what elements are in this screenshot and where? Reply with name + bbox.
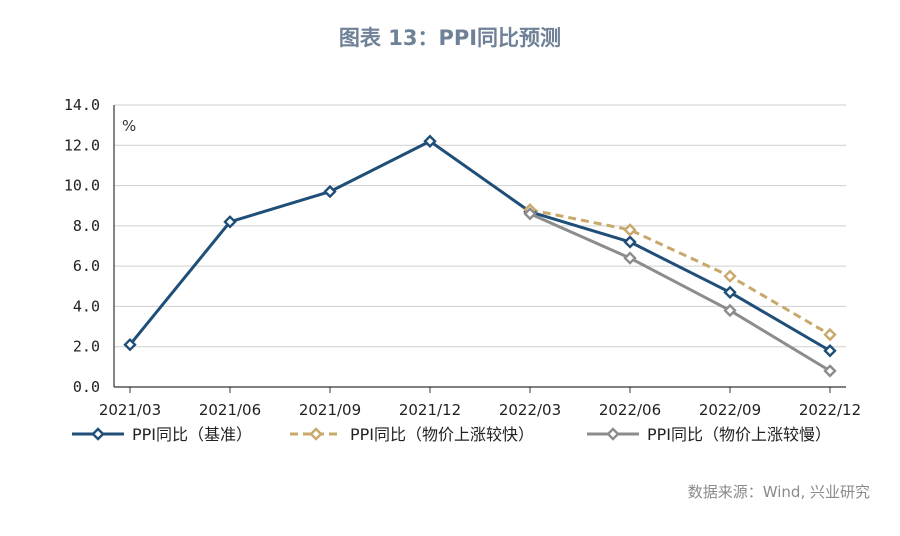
y-tick-label-0: 0.0 (73, 378, 100, 396)
y-tick-label-3: 6.0 (73, 257, 100, 275)
point-s2-3 (823, 364, 837, 378)
series-points (123, 134, 837, 378)
y-tick-label-2: 4.0 (73, 297, 100, 315)
point-s0-2 (323, 184, 337, 199)
x-tick-label-0: 2021/03 (99, 401, 161, 419)
legend-marker-0 (91, 427, 105, 441)
y-unit-label: % (122, 117, 136, 135)
legend-label-2: PPI同比（物价上涨较慢） (647, 425, 831, 444)
y-tick-labels: 0.0 2.0 4.0 6.0 8.0 10.0 12.0 14.0 (64, 96, 100, 396)
point-s0-5 (623, 235, 637, 249)
x-tick-label-5: 2022/06 (599, 401, 661, 419)
point-s2-1 (623, 251, 637, 265)
point-s2-2 (723, 303, 737, 318)
series-line-0 (128, 139, 831, 353)
legend-label-1: PPI同比（物价上涨较快） (350, 425, 534, 444)
point-s1-3 (823, 327, 837, 342)
x-tick-labels: 2021/03 2021/06 2021/09 2021/12 2022/03 2022/… (99, 401, 861, 419)
gridlines (114, 104, 846, 348)
point-s2-0 (523, 207, 537, 221)
x-tick-label-3: 2021/12 (399, 401, 461, 419)
point-s0-3 (423, 134, 437, 148)
y-tick-label-4: 8.0 (73, 217, 100, 235)
axes (113, 105, 846, 393)
chart-title: 图表 13：PPI同比预测 (338, 26, 562, 50)
point-s0-1 (223, 215, 237, 229)
point-s0-0 (123, 338, 137, 352)
series-line-2 (529, 212, 831, 373)
y-tick-label-5: 10.0 (64, 177, 100, 195)
legend-marker-1 (309, 427, 323, 441)
series-line-1 (529, 208, 831, 336)
series-lines (128, 139, 831, 373)
point-s1-1 (623, 223, 637, 237)
source-note: 数据来源：Wind, 兴业研究 (687, 483, 870, 501)
point-s0-6 (723, 285, 737, 300)
legend: PPI同比（基准） PPI同比（物价上涨较快） PPI同比（物价上涨较慢） (72, 425, 831, 444)
legend-label-0: PPI同比（基准） (132, 425, 252, 444)
point-s1-2 (723, 269, 737, 283)
legend-marker-2 (606, 427, 620, 441)
x-tick-label-4: 2022/03 (499, 401, 561, 419)
point-s0-7 (823, 344, 837, 358)
y-tick-label-7: 14.0 (64, 96, 100, 114)
x-tick-label-2: 2021/09 (299, 401, 361, 419)
x-tick-label-6: 2022/09 (699, 401, 761, 419)
x-tick-label-1: 2021/06 (199, 401, 261, 419)
x-tick-label-7: 2022/12 (799, 401, 861, 419)
y-tick-label-1: 2.0 (73, 338, 100, 356)
y-tick-label-6: 12.0 (64, 136, 100, 154)
